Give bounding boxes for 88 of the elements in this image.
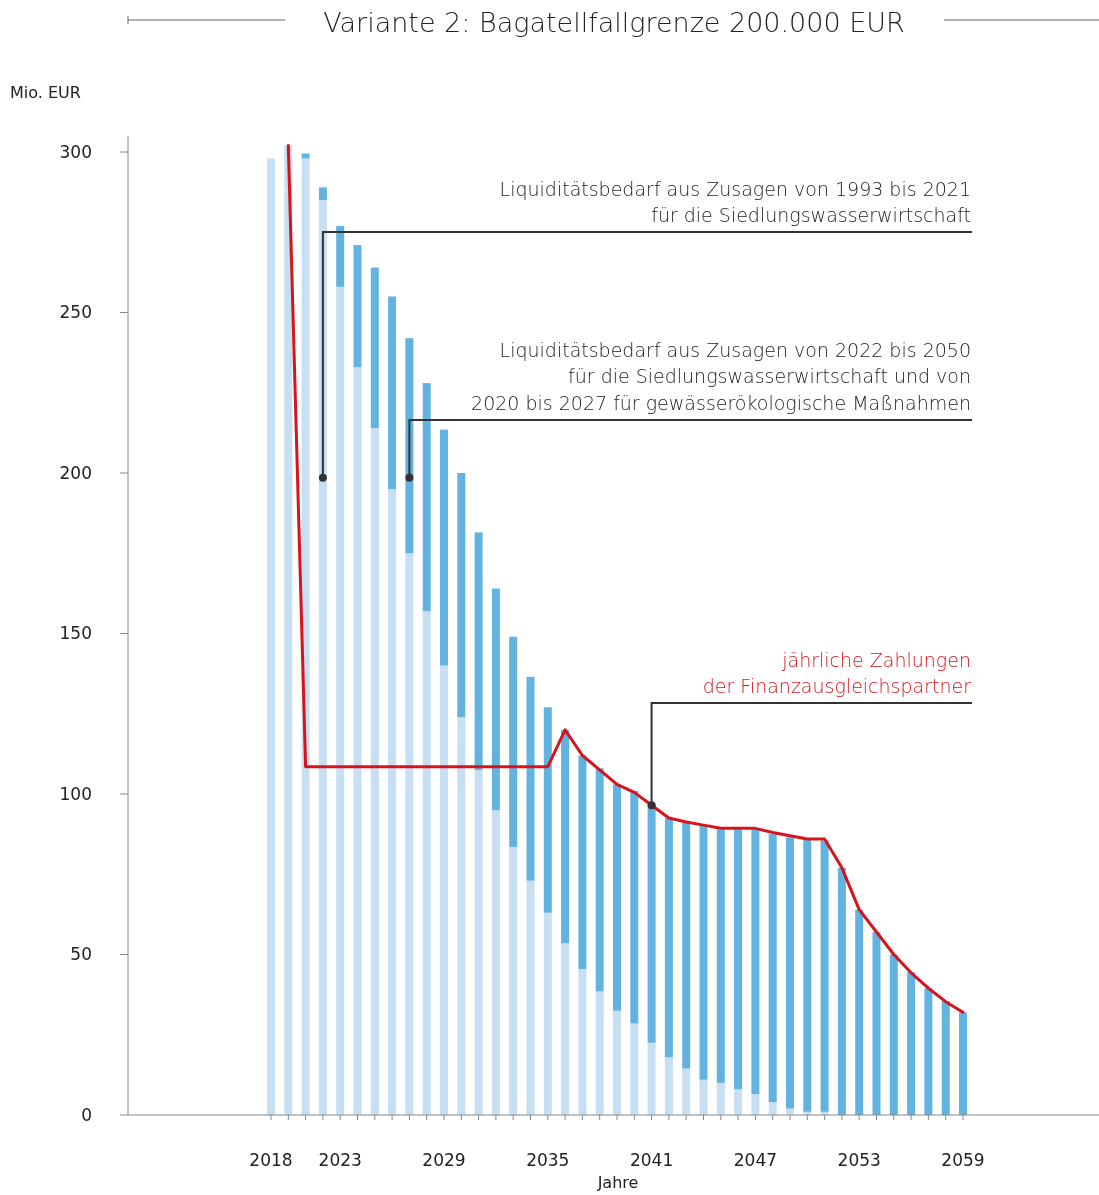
bar (959, 1012, 967, 1115)
bar (924, 988, 933, 1115)
bar (820, 840, 829, 1112)
bar (578, 755, 587, 969)
y-axis-title: Mio. EUR (10, 83, 81, 102)
bar (353, 367, 362, 1115)
bar (872, 932, 881, 1115)
bar (336, 225, 345, 287)
x-tick-label: 2018 (249, 1150, 293, 1170)
bar (682, 1068, 691, 1115)
bar (803, 838, 812, 1112)
bar (664, 818, 673, 1058)
bar (889, 954, 898, 1115)
bar (543, 707, 552, 913)
bar (474, 532, 483, 770)
bar (491, 588, 500, 811)
bar (682, 821, 691, 1069)
bar (751, 1094, 760, 1116)
bar (630, 1023, 639, 1115)
chart-title: Variante 2: Bagatellfallgrenze 200.000 EUR (323, 7, 905, 38)
annotation: Liquiditätsbedarf aus Zusagen von 2022 bis 2050 für die Siedlungswasserwirtschaft und von 2020 bis 2027 für gewässerökologische Maßnahmen (471, 338, 971, 414)
bar (595, 991, 604, 1115)
bar (388, 296, 397, 490)
bar (561, 729, 570, 944)
x-tick-label: 2053 (837, 1150, 881, 1170)
bar (907, 972, 916, 1115)
bar (336, 286, 345, 1115)
bar (734, 1089, 743, 1115)
bar (647, 1042, 656, 1115)
bar (855, 909, 864, 1115)
bar (768, 834, 777, 1103)
bar (543, 912, 552, 1115)
bar (318, 200, 327, 1115)
y-tick-label: 50 (70, 944, 92, 965)
bar (422, 611, 431, 1115)
x-tick-label: 2029 (422, 1150, 466, 1170)
bar (388, 489, 397, 1115)
bar (613, 784, 621, 1011)
x-tick-label: 2023 (318, 1150, 362, 1170)
x-tick-label: 2047 (733, 1150, 778, 1170)
bar (699, 1079, 708, 1115)
bar (751, 829, 760, 1095)
y-tick-label: 100 (59, 783, 92, 804)
bar (716, 829, 725, 1083)
bar (491, 810, 500, 1115)
bar (613, 1010, 621, 1115)
annotation: Liquiditätsbedarf aus Zusagen von 1993 bis 2021 für die Siedlungswasserwirtschaft (499, 177, 971, 227)
bar (561, 943, 570, 1115)
x-tick-label: 2059 (941, 1150, 985, 1170)
bar (526, 676, 535, 881)
bar (440, 429, 448, 666)
bar (457, 473, 466, 717)
bar (786, 837, 794, 1109)
bar (422, 383, 431, 612)
bar (837, 867, 846, 1115)
bar (318, 187, 327, 201)
bar (630, 790, 639, 1024)
bar (664, 1057, 673, 1115)
annotation: jährliche Zahlungen der Finanzausgleichspartner (702, 648, 972, 698)
bar (509, 636, 518, 847)
bar (353, 245, 362, 368)
bar (474, 769, 483, 1115)
bar (647, 803, 656, 1043)
bar (267, 158, 275, 1115)
bar (370, 428, 379, 1115)
bar (284, 145, 293, 1115)
x-tick-label: 2035 (526, 1150, 570, 1170)
bar (699, 826, 708, 1080)
y-tick-label: 300 (59, 141, 92, 162)
bar (595, 768, 604, 992)
bar (768, 1102, 777, 1115)
y-tick-label: 150 (59, 623, 92, 644)
bar (301, 158, 310, 1115)
y-tick-label: 0 (81, 1104, 92, 1125)
bar (440, 665, 448, 1115)
bar (509, 846, 518, 1115)
y-tick-label: 250 (59, 302, 92, 323)
bar (578, 968, 587, 1115)
bar (405, 553, 414, 1115)
x-tick-label: 2041 (629, 1150, 674, 1170)
bar (370, 267, 379, 429)
bar (457, 716, 466, 1115)
bar (734, 829, 743, 1090)
bar (941, 1001, 950, 1115)
y-tick-label: 200 (59, 462, 92, 483)
bar (716, 1082, 725, 1115)
x-axis-title: Jahre (596, 1173, 639, 1192)
bar (526, 880, 535, 1115)
